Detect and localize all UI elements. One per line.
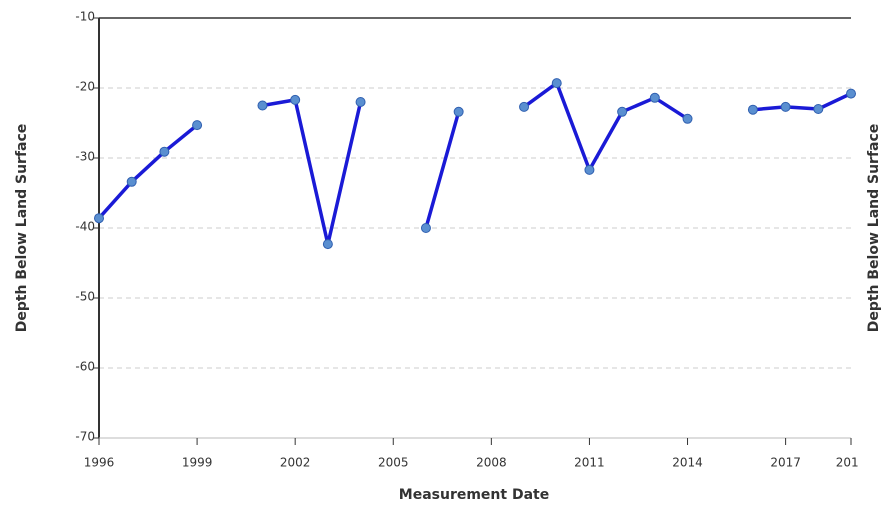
x-axis-label: Measurement Date: [399, 487, 549, 503]
point: [617, 106, 628, 117]
x-tick-label: 2008: [476, 456, 507, 470]
y-tick-label: -50: [75, 290, 95, 304]
point: [322, 239, 333, 250]
y-tick-label: -70: [75, 430, 95, 444]
line: [97, 81, 852, 246]
point: [126, 176, 137, 187]
y-tick-label: -30: [75, 150, 95, 164]
x-tick-label: 2019: [836, 456, 867, 470]
point: [257, 100, 268, 111]
point: [747, 104, 758, 115]
point: [420, 223, 431, 233]
y-axis-label: Depth Below Land Surface: [14, 124, 30, 333]
point: [813, 104, 824, 114]
point: [780, 101, 791, 112]
point: [682, 113, 693, 124]
point: [290, 94, 301, 105]
point: [649, 92, 660, 103]
point: [355, 97, 366, 107]
y-tick-label: -10: [75, 10, 95, 24]
point: [846, 88, 856, 99]
y-tick-label: -60: [75, 360, 95, 374]
y-axis-label-right: Depth Below Land Surface: [866, 124, 882, 333]
point: [192, 120, 203, 131]
point: [159, 146, 170, 157]
point: [584, 164, 595, 175]
y-tick-label: -40: [75, 220, 95, 234]
x-tick-label: 2002: [280, 456, 311, 470]
x-tick-label: 2005: [378, 456, 409, 470]
x-tick-label: 1996: [84, 456, 115, 470]
tick-group: 1996 1999 2002 2005 2008 2011 2014 2017 2019: [84, 456, 867, 470]
x-tick-label: 2017: [770, 456, 801, 470]
point: [94, 213, 104, 224]
x-tick-label: 1999: [182, 456, 213, 470]
point: [551, 78, 562, 89]
point: [453, 106, 464, 117]
point: [519, 101, 530, 112]
x-tick-label: 2014: [672, 456, 703, 470]
x-tick-label: 2011: [574, 456, 605, 470]
y-tick-label: -20: [75, 80, 95, 94]
